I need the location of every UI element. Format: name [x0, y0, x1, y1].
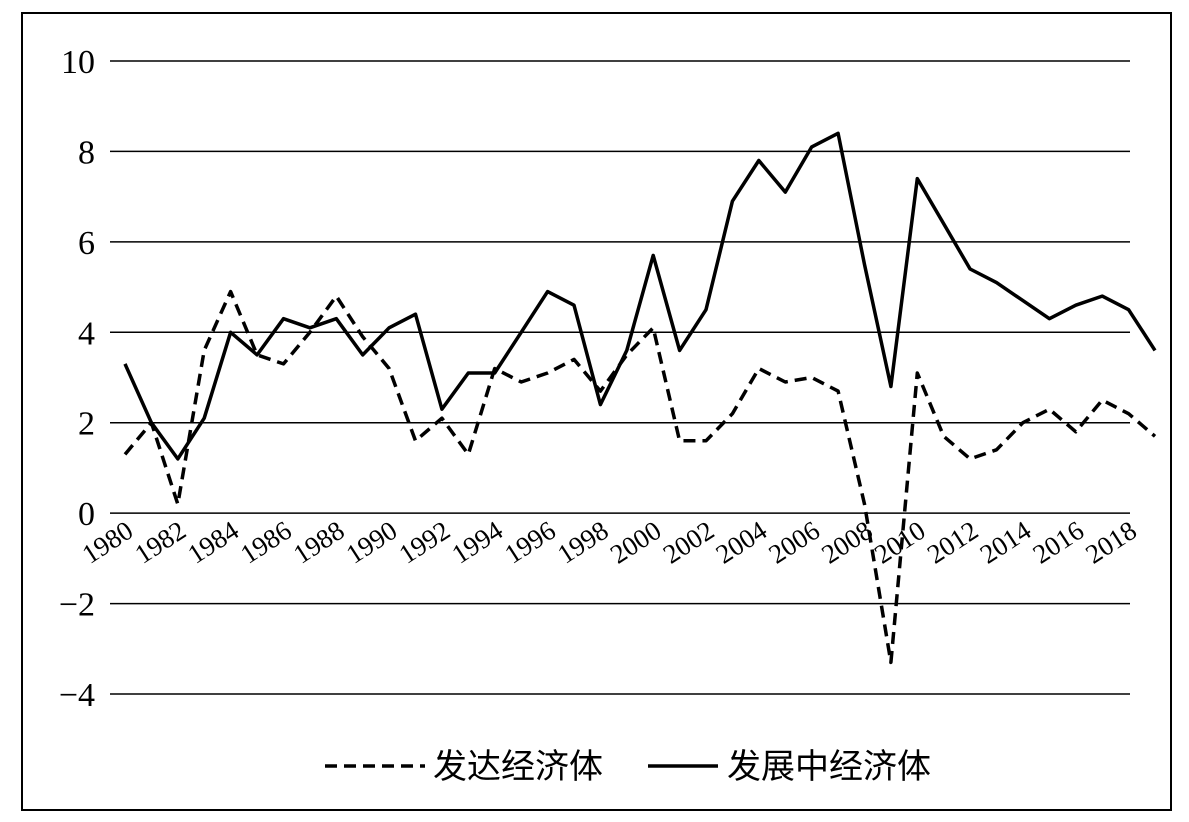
- y-tick-label: 2: [78, 406, 95, 443]
- y-tick-label: 0: [78, 496, 95, 533]
- series-line-developing: [123, 131, 1157, 461]
- x-tick-label: 2004: [710, 515, 772, 570]
- y-tick-label: 4: [78, 315, 95, 352]
- x-tick-label: 2006: [763, 515, 825, 570]
- y-tick-label: −4: [59, 677, 95, 714]
- series-lines: [123, 131, 1157, 665]
- x-tick-label: 1992: [394, 515, 456, 570]
- x-tick-label: 2000: [605, 515, 667, 570]
- x-tick-label: 2012: [922, 515, 984, 570]
- x-tick-label: 1988: [288, 515, 350, 570]
- x-tick-label: 1994: [446, 515, 508, 570]
- x-tick-label: 1990: [341, 515, 403, 570]
- y-tick-label: 8: [78, 134, 95, 171]
- y-tick-label: 10: [61, 44, 95, 81]
- y-tick-label: 6: [78, 225, 95, 262]
- x-axis-ticks: 1980198219841986198819901992199419961998…: [77, 515, 1142, 570]
- x-tick-label: 1982: [129, 515, 191, 570]
- chart-frame: [21, 12, 1172, 811]
- x-tick-label: 2014: [975, 515, 1037, 570]
- x-tick-label: 2018: [1080, 515, 1142, 570]
- x-tick-label: 1986: [235, 515, 297, 570]
- x-tick-label: 1984: [182, 515, 244, 570]
- x-tick-label: 2002: [658, 515, 720, 570]
- legend: 发达经济体 发展中经济体: [325, 747, 931, 787]
- legend-label: 发达经济体: [433, 747, 603, 787]
- legend-label: 发展中经济体: [727, 747, 931, 787]
- series-line-developed: [123, 289, 1157, 665]
- gridlines: [110, 60, 1130, 695]
- x-tick-label: 1996: [499, 515, 561, 570]
- y-tick-label: −2: [59, 587, 95, 624]
- x-tick-label: 1998: [552, 515, 614, 570]
- x-tick-label: 2016: [1027, 515, 1089, 570]
- y-axis-ticks: −4 −2 0 2 4 6 8 10: [59, 44, 95, 714]
